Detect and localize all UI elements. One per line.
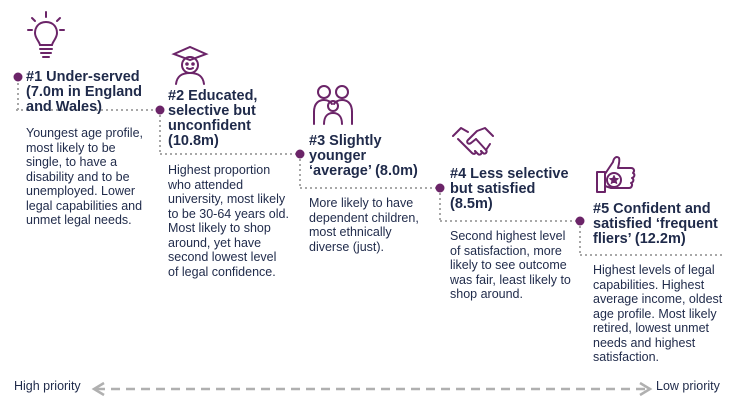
high-priority-label: High priority [14, 379, 81, 393]
segment-1-description: Youngest age profile, most likely to be … [26, 126, 143, 228]
title-line: but satisfied [450, 181, 536, 197]
desc-line: shop around. [450, 287, 523, 301]
segment-3-description: More likely to have dependent children, … [309, 196, 419, 254]
title-line: selective but [168, 103, 256, 119]
desc-line: disability and to be [26, 169, 130, 184]
desc-line: most ethnically [309, 225, 392, 239]
desc-line: likely to see outcome [450, 258, 567, 272]
desc-line: dependent children, [309, 210, 419, 225]
title-line: (7.0m in England [26, 84, 143, 100]
segment-5-title: #5 Confident and satisfied ‘frequent fli… [593, 202, 718, 247]
desc-line: Highest proportion [168, 163, 271, 177]
desc-line: second lowest level [168, 250, 277, 264]
segment-marker-5 [575, 216, 585, 226]
title-line: satisfied ‘frequent [593, 216, 718, 232]
title-line: (8.5m) [450, 196, 493, 212]
title-line: #5 Confident and [593, 201, 711, 217]
desc-line: around, yet have [168, 235, 262, 250]
title-line: #2 Educated, [168, 88, 258, 104]
title-line: (10.8m) [168, 133, 219, 149]
title-line: #1 Under-served [26, 69, 140, 85]
desc-line: unmet legal needs. [26, 213, 132, 227]
desc-line: single, to have a [26, 155, 118, 169]
graduate-person-icon [171, 45, 209, 85]
family-icon [313, 85, 353, 125]
desc-line: who attended [168, 177, 244, 192]
handshake-icon [452, 127, 494, 156]
low-priority-label: Low priority [656, 379, 720, 393]
title-line: unconfident [168, 118, 251, 134]
segment-5-description: Highest levels of legal capabilities. Hi… [593, 263, 722, 365]
segment-1-title: #1 Under-served (7.0m in England and Wal… [26, 70, 142, 115]
title-line: younger [309, 148, 367, 164]
segment-2-title: #2 Educated, selective but unconfident (… [168, 89, 257, 149]
title-line: and Wales) [26, 99, 103, 115]
desc-line: average income, oldest [593, 292, 723, 306]
title-line: fliers’ (12.2m) [593, 231, 686, 247]
segment-2-description: Highest proportion who attended universi… [168, 163, 289, 279]
lightbulb-icon [27, 11, 65, 58]
segment-marker-3 [295, 149, 305, 159]
desc-line: satisfaction. [593, 350, 660, 364]
desc-line: needs and highest [593, 335, 696, 350]
desc-line: unemployed. Lower [26, 184, 136, 198]
segment-3-title: #3 Slightly younger ‘average’ (8.0m) [309, 134, 418, 179]
desc-line: of satisfaction, more [450, 243, 562, 258]
desc-line: university, most likely [168, 192, 286, 206]
priority-arrow-right-head [639, 381, 653, 397]
desc-line: to be 30-64 years old. [168, 206, 289, 221]
segment-marker-2 [155, 105, 165, 115]
segment-4-description: Second highest level of satisfaction, mo… [450, 229, 571, 302]
desc-line: Youngest age profile, [26, 126, 143, 140]
desc-line: Most likely to shop [168, 221, 271, 235]
thumbs-up-star-icon [596, 156, 636, 193]
desc-line: Highest levels of legal [593, 263, 715, 277]
segment-4-title: #4 Less selective but satisfied (8.5m) [450, 167, 569, 212]
segment-marker-1 [13, 72, 23, 82]
desc-line: most likely to be [26, 140, 116, 155]
desc-line: of legal confidence. [168, 264, 276, 279]
title-line: #3 Slightly [309, 133, 382, 149]
desc-line: was fair, least likely to [450, 272, 571, 287]
title-line: ‘average’ (8.0m) [309, 163, 418, 179]
priority-arrow-left-head [91, 381, 105, 397]
desc-line: retired, lowest unmet [593, 321, 710, 335]
desc-line: legal capabilities and [26, 198, 143, 213]
desc-line: Second highest level [450, 229, 566, 243]
title-line: #4 Less selective [450, 166, 569, 182]
segment-marker-4 [435, 183, 445, 193]
desc-line: diverse (just). [309, 239, 385, 254]
desc-line: capabilities. Highest [593, 277, 705, 292]
desc-line: age profile. Most likely [593, 306, 717, 321]
desc-line: More likely to have [309, 196, 414, 210]
